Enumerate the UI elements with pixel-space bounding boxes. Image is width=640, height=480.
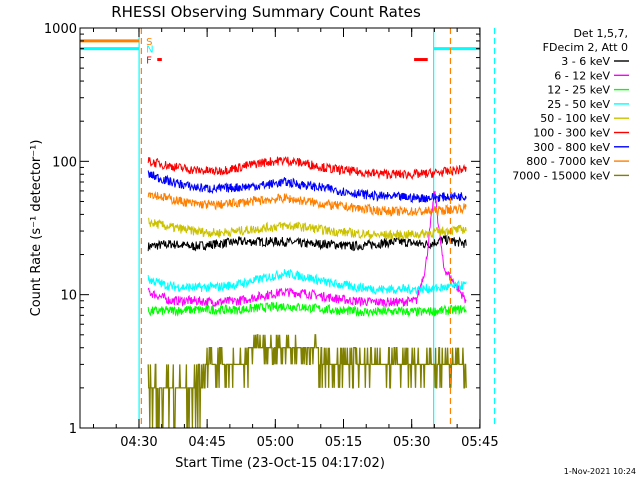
legend-label: 25 - 50 keV	[547, 98, 610, 111]
chart-title: RHESSI Observing Summary Count Rates	[111, 3, 421, 21]
x-tick-label: 05:30	[393, 435, 430, 450]
x-tick-label: 04:45	[188, 435, 225, 450]
series-line	[147, 268, 467, 296]
legend-label: 3 - 6 keV	[561, 55, 610, 68]
footer-date: 1-Nov-2021 10:24	[564, 467, 636, 476]
x-tick-label: 05:45	[461, 435, 498, 450]
series-line	[147, 170, 467, 204]
state-label-n: N	[146, 45, 153, 56]
legend-label: 12 - 25 keV	[547, 84, 610, 97]
x-tick-label: 05:00	[257, 435, 294, 450]
x-tick-label: 04:30	[120, 435, 157, 450]
series-line	[147, 334, 467, 428]
legend-label: 300 - 800 keV	[533, 141, 610, 154]
frame-layer: SNF 1 10 100 1000 04:30 04:45 05:00 05:15 05:30 05…	[44, 22, 499, 450]
legend-label: 7000 - 15000 keV	[512, 169, 610, 182]
y-tick-label: 1	[69, 422, 77, 437]
series-line	[147, 235, 467, 252]
series-line	[147, 190, 467, 309]
plot-frame	[79, 27, 481, 429]
legend-header-line-2: FDecim 2, Att 0	[543, 41, 628, 54]
legend-label: 100 - 300 keV	[533, 127, 610, 140]
legend-header-line-1: Det 1,5,7,	[573, 27, 628, 40]
series-line	[147, 301, 467, 318]
legend-label: 800 - 7000 keV	[526, 155, 610, 168]
plot-layer	[80, 28, 480, 428]
y-tick-label: 100	[52, 155, 77, 170]
series-line	[147, 156, 467, 180]
state-label-s: S	[146, 37, 152, 48]
legend-label: 6 - 12 keV	[554, 69, 610, 82]
x-axis-label: Start Time (23-Oct-15 04:17:02)	[175, 456, 385, 471]
series-line	[148, 217, 467, 241]
legend-label: 50 - 100 keV	[540, 112, 610, 125]
y-tick-label: 10	[60, 289, 77, 304]
x-tick-label: 05:15	[325, 435, 362, 450]
flare-flag-label: F	[146, 56, 152, 67]
y-tick-label: 1000	[44, 22, 77, 37]
y-axis-label: Count Rate (s⁻¹ detector⁻¹)	[29, 140, 44, 317]
series-line	[147, 191, 467, 217]
